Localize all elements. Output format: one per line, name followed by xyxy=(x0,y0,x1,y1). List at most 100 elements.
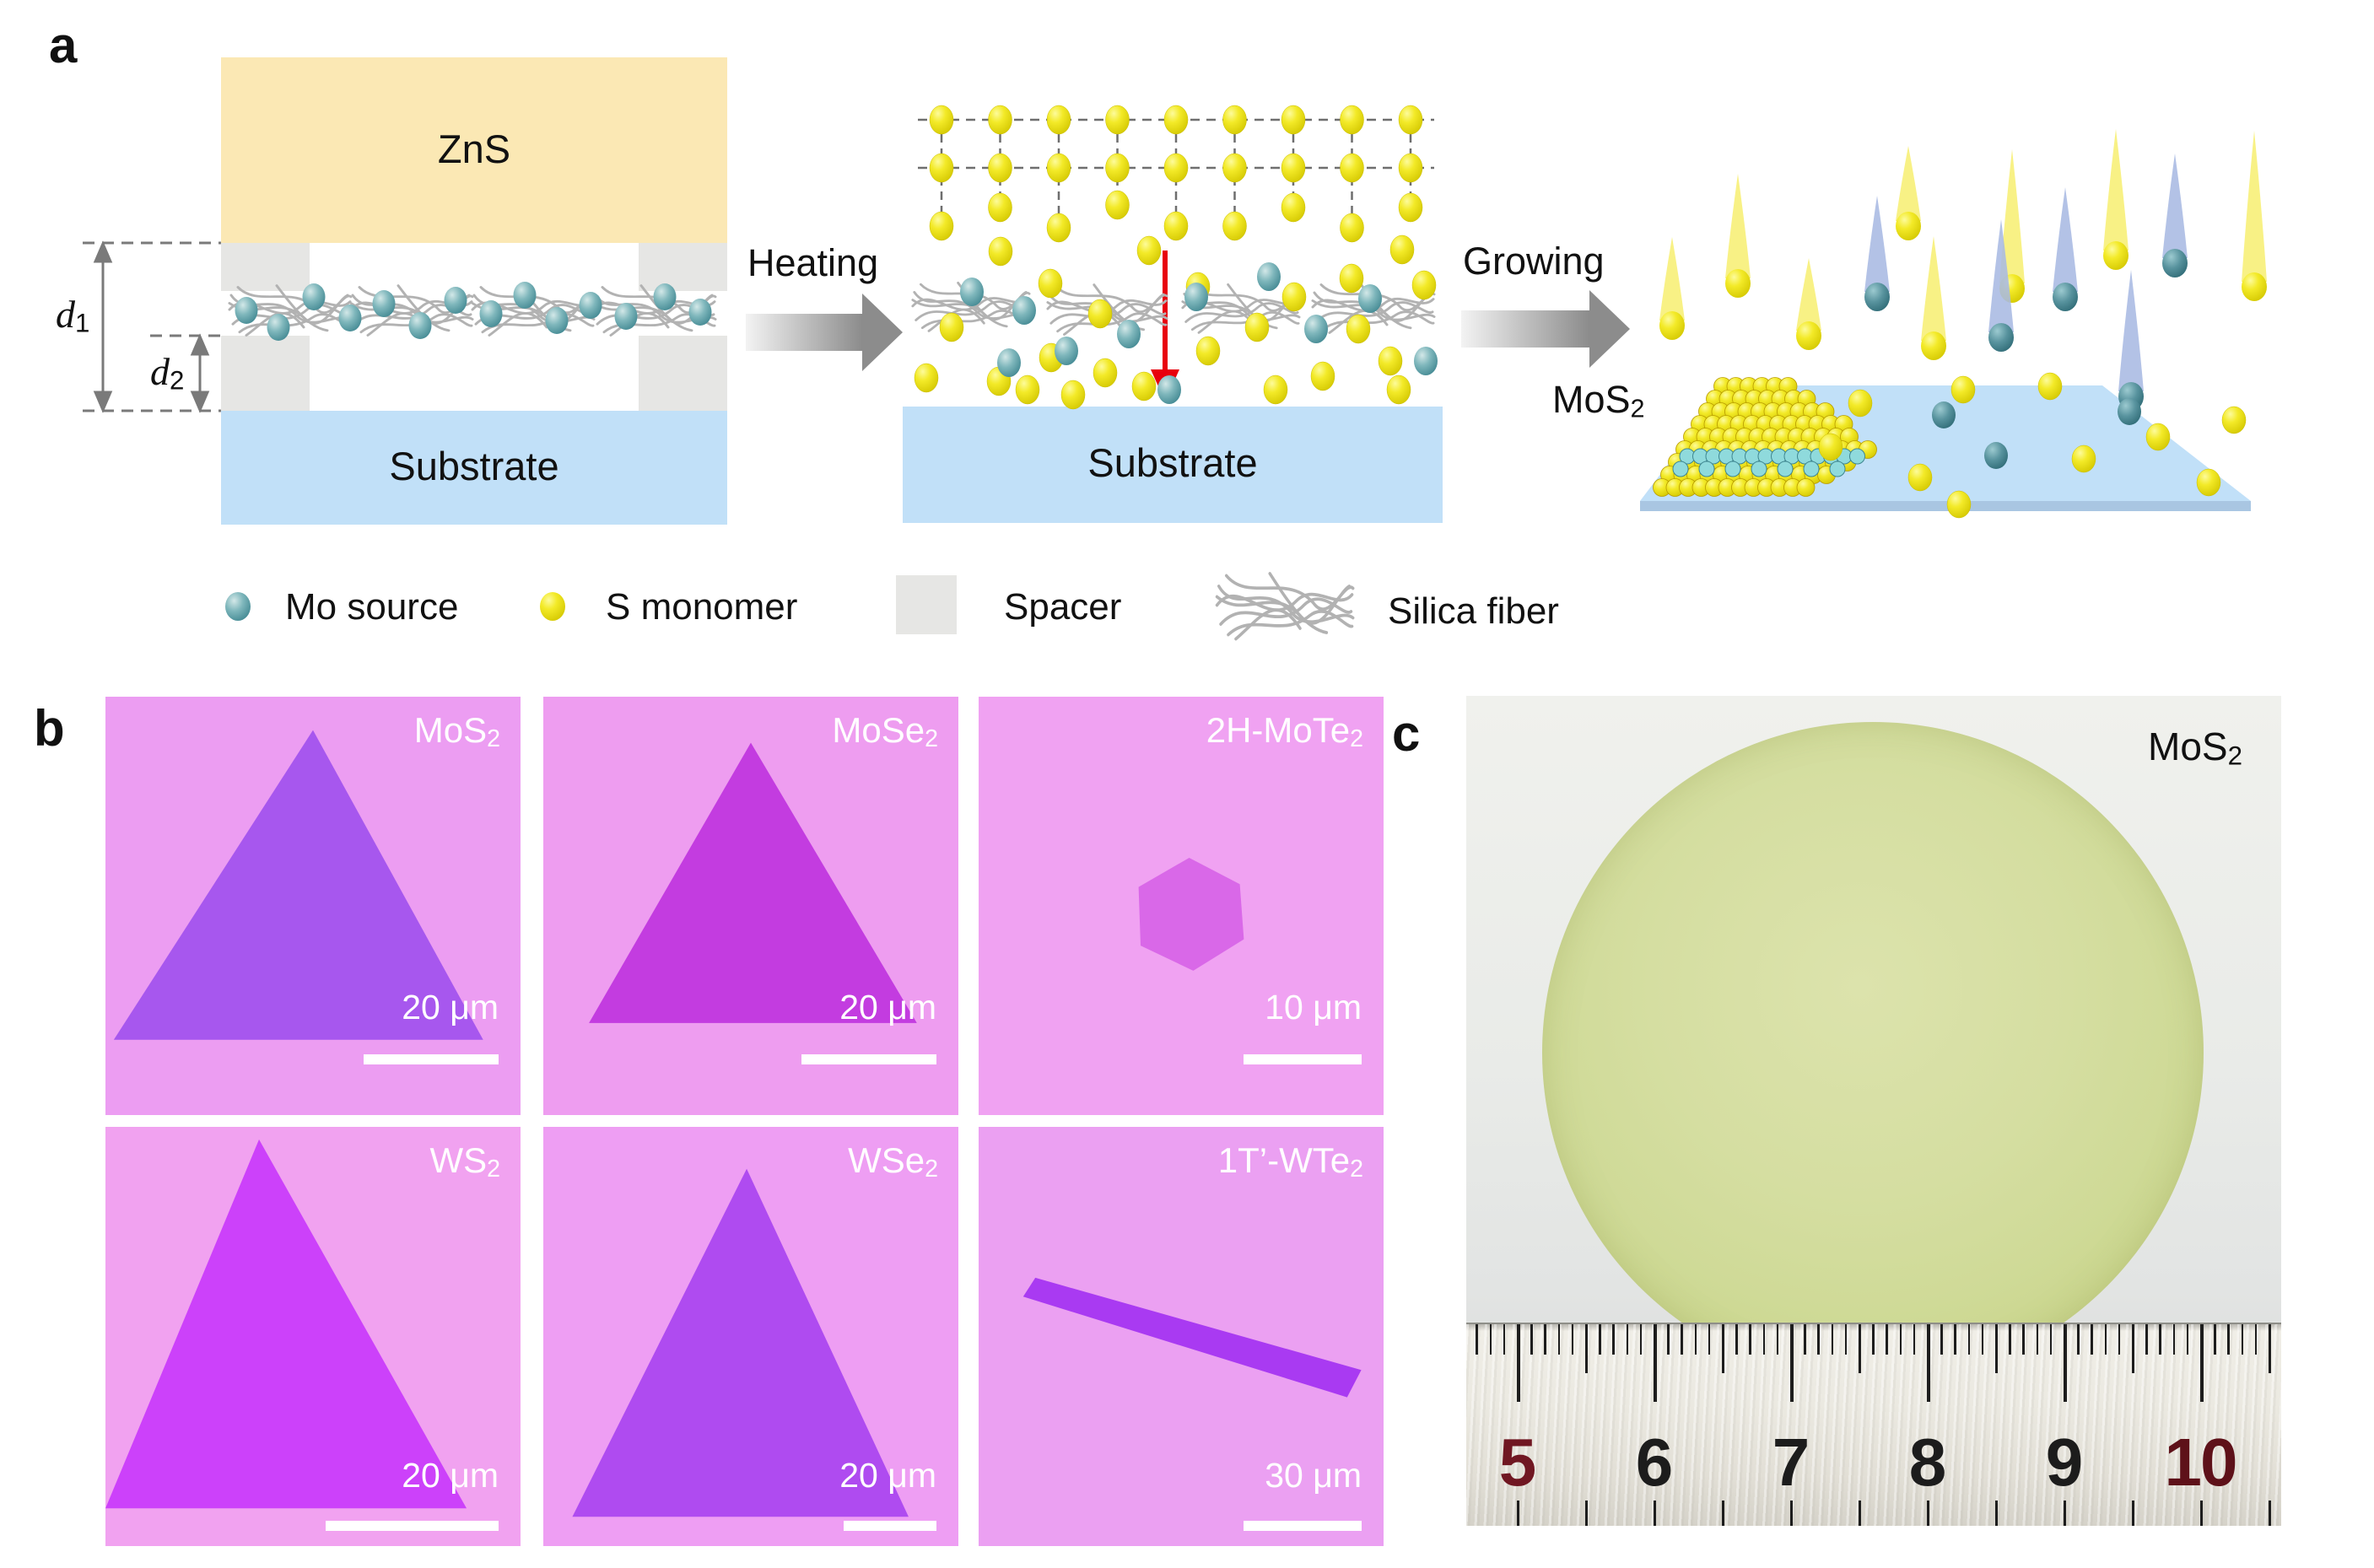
ruler-number: 10 xyxy=(2164,1425,2238,1500)
panel-c-letter: c xyxy=(1392,705,1421,762)
heating-label: Heating xyxy=(747,241,879,284)
ruler-tick xyxy=(1831,1324,1834,1355)
micrograph-tile-mose2: MoSe2 20 μm xyxy=(543,697,958,1115)
ruler-tick xyxy=(1489,1324,1492,1355)
ruler-tick xyxy=(1735,1324,1738,1355)
ruler-tick xyxy=(1667,1324,1670,1355)
ruler-tick xyxy=(1995,1324,1998,1373)
ruler-number: 6 xyxy=(1635,1425,1673,1500)
zns-sulfur-lattice xyxy=(918,105,1434,243)
mo-source-particles-left xyxy=(235,282,712,341)
d2-label: d2 xyxy=(150,350,185,396)
ruler-bottom-tick xyxy=(2064,1501,2066,1526)
scale-label: 20 μm xyxy=(839,1456,936,1495)
ruler-tick xyxy=(1585,1324,1588,1373)
ruler-tick xyxy=(2104,1324,2107,1355)
micrograph-tile-ws2: WS2 20 μm xyxy=(105,1127,521,1546)
silica-fiber-icon xyxy=(1215,572,1355,641)
falling-species-comets xyxy=(1659,129,2267,411)
panel-a-letter: a xyxy=(49,17,78,73)
ruler-tick xyxy=(2254,1324,2258,1355)
legend-label-silica-fiber: Silica fiber xyxy=(1388,590,1559,632)
ruler-tick xyxy=(1530,1324,1533,1355)
ruler-tick xyxy=(1654,1324,1657,1402)
micrograph-tile-1t-wte2: 1T’-WTe2 30 μm xyxy=(979,1127,1384,1546)
ruler: 5 6 7 8 9 10 xyxy=(1466,1323,2281,1526)
micrograph-tile-mos2: MoS2 20 μm xyxy=(105,697,521,1115)
ruler-bottom-tick xyxy=(2132,1501,2134,1526)
scale-bar xyxy=(326,1521,499,1531)
d2-arrow xyxy=(190,333,210,413)
ruler-tick xyxy=(2036,1324,2039,1355)
ruler-tick xyxy=(1571,1324,1574,1355)
ruler-tick xyxy=(1954,1324,1956,1355)
ruler-tick xyxy=(1626,1324,1629,1355)
ruler-tick xyxy=(1503,1324,1506,1355)
ruler-bottom-tick xyxy=(2200,1501,2203,1526)
wafer xyxy=(1542,722,2204,1383)
ruler-tick xyxy=(1612,1324,1615,1355)
flake-hexagon xyxy=(1138,857,1244,971)
ruler-tick xyxy=(1694,1324,1697,1355)
ruler-tick xyxy=(1844,1324,1848,1355)
flake-triangle xyxy=(589,742,917,1023)
ruler-tick xyxy=(2145,1324,2148,1355)
scale-bar xyxy=(801,1054,936,1064)
ruler-tick xyxy=(1776,1324,1779,1355)
zns-label: ZnS xyxy=(437,127,511,171)
spacer-top-right xyxy=(639,243,727,291)
ruler-tick xyxy=(2049,1324,2053,1355)
ruler-tick xyxy=(1557,1324,1561,1355)
scale-label: 20 μm xyxy=(839,988,936,1026)
growing-arrow xyxy=(1461,290,1630,368)
substrate-box-left xyxy=(221,411,727,525)
ruler-number: 9 xyxy=(2045,1425,2083,1500)
ruler-tick xyxy=(1981,1324,1984,1355)
ruler-tick xyxy=(1790,1324,1794,1402)
scale-bar xyxy=(364,1054,499,1064)
zns-box xyxy=(221,57,727,243)
ruler-bottom-tick xyxy=(1654,1501,1656,1526)
ruler-bottom-tick xyxy=(1790,1501,1793,1526)
ruler-tick xyxy=(1749,1324,1751,1355)
d1-label: d1 xyxy=(56,293,90,338)
wafer-photo: MoS2 5 6 7 8 9 10 xyxy=(1466,696,2281,1526)
spacer-bottom-right xyxy=(639,336,727,411)
ruler-bottom-tick xyxy=(2269,1501,2271,1526)
scale-label: 20 μm xyxy=(402,988,499,1026)
substrate-box-middle xyxy=(903,407,1443,523)
mo-source-dot-icon xyxy=(225,592,251,621)
ruler-tick xyxy=(1913,1324,1916,1355)
substrate-middle-label: Substrate xyxy=(1087,440,1258,485)
ruler-bottom-tick xyxy=(1517,1501,1519,1526)
ruler-tick xyxy=(2186,1324,2189,1355)
ruler-bottom-tick xyxy=(1995,1501,1998,1526)
ruler-tick xyxy=(1899,1324,1902,1355)
mos2-product-label: MoS2 xyxy=(1552,378,1645,423)
ruler-bottom-tick xyxy=(1585,1501,1588,1526)
ruler-tick xyxy=(2022,1324,2025,1355)
ruler-tick xyxy=(1927,1324,1930,1402)
adatoms-on-substrate xyxy=(1818,372,2247,519)
scale-bar xyxy=(1244,1054,1362,1064)
scale-label: 10 μm xyxy=(1265,988,1362,1026)
scale-bar xyxy=(844,1521,936,1531)
panel-a-schematic xyxy=(83,57,2267,641)
ruler-tick xyxy=(1872,1324,1875,1355)
ruler-tick xyxy=(2269,1324,2271,1373)
ruler-number: 5 xyxy=(1498,1425,1536,1500)
tile-material-label: 1T’-WTe2 xyxy=(1217,1140,1363,1183)
ruler-tick xyxy=(2227,1324,2230,1355)
ruler-tick xyxy=(1476,1324,1478,1355)
spacer-bottom-left xyxy=(221,336,310,411)
ruler-tick xyxy=(2132,1324,2134,1373)
ruler-tick xyxy=(1599,1324,1601,1355)
legend-label-spacer: Spacer xyxy=(1004,586,1122,628)
ruler-tick xyxy=(2241,1324,2244,1355)
scale-label: 20 μm xyxy=(402,1456,499,1495)
tile-material-label: MoSe2 xyxy=(832,710,938,753)
spacer-top-left xyxy=(221,243,310,291)
ruler-tick xyxy=(1886,1324,1888,1355)
spacer-swatch-icon xyxy=(896,575,957,634)
scale-label: 30 μm xyxy=(1265,1456,1362,1495)
